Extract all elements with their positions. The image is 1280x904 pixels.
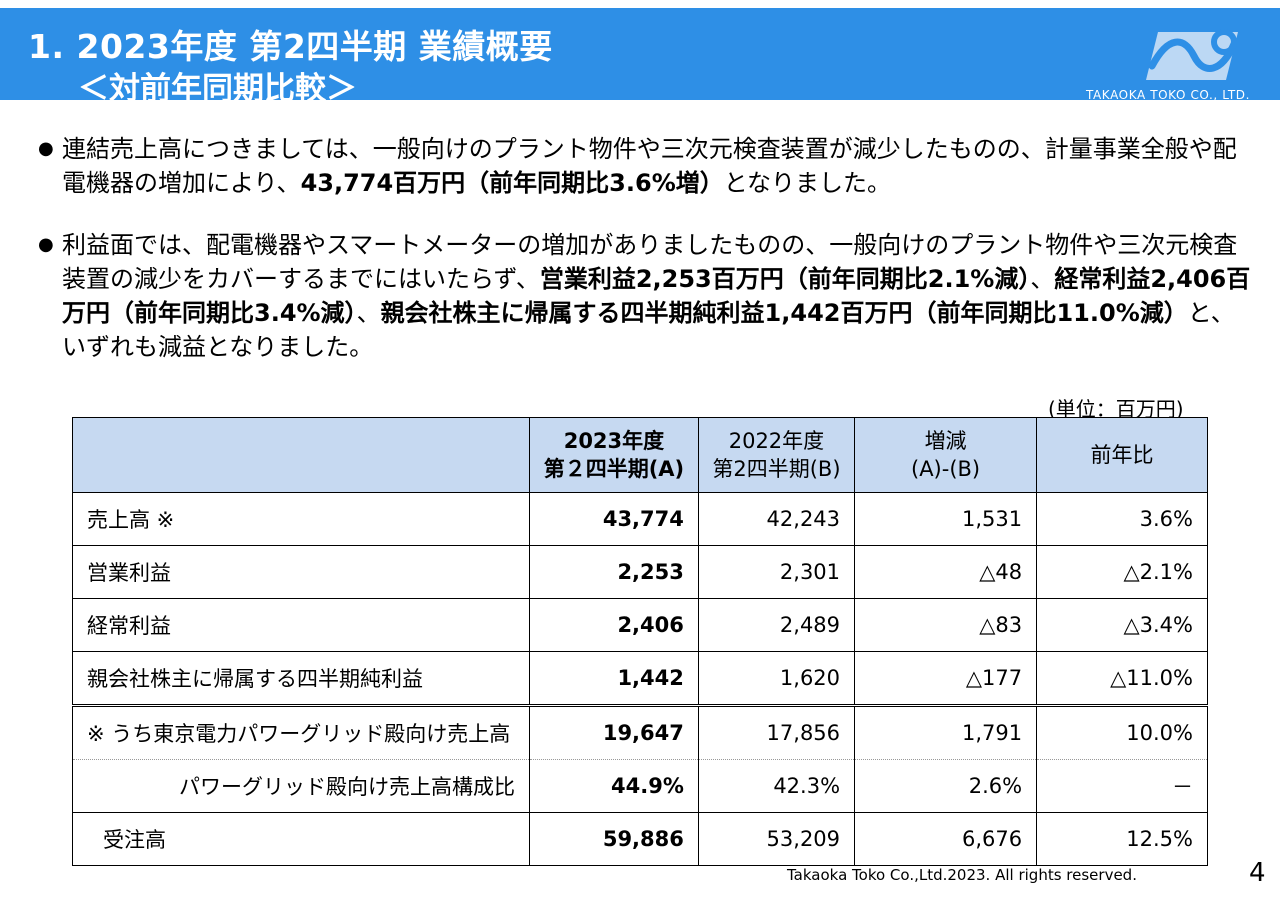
table-row: 受注高 59,886 53,209 6,676 12.5%	[72, 812, 1208, 866]
table-row: 親会社株主に帰属する四半期純利益 1,442 1,620 △177 △11.0%	[72, 651, 1208, 706]
header-change: 増減 (A)-(B)	[854, 417, 1038, 493]
bullet-text: 連結売上高につきましては、一般向けのプラント物件や三次元検査装置が減少したものの…	[62, 135, 1237, 197]
row-label: 売上高 ※	[72, 492, 530, 546]
header-previous: 2022年度 第2四半期(B)	[697, 417, 856, 493]
cell-current: 44.9%	[529, 759, 699, 813]
cell-change: 6,676	[854, 812, 1038, 866]
bullet-dot-icon: ●	[38, 234, 54, 255]
cell-ratio: 10.0%	[1036, 704, 1208, 760]
row-label: 受注高	[72, 812, 530, 866]
bullet-text: 利益面では、配電機器やスマートメーターの増加がありましたものの、一般向けのプラン…	[62, 231, 1251, 361]
cell-previous: 42,243	[697, 492, 856, 546]
table-row: 売上高 ※ 43,774 42,243 1,531 3.6%	[72, 492, 1208, 546]
cell-current: 59,886	[529, 812, 699, 866]
header-ratio: 前年比	[1036, 417, 1208, 493]
cell-previous: 53,209	[697, 812, 856, 866]
table-header-row: 2023年度 第２四半期(A) 2022年度 第2四半期(B) 増減 (A)-(B) …	[72, 417, 1208, 493]
bullet-dot-icon: ●	[38, 138, 54, 159]
page-number: 4	[1249, 858, 1266, 888]
cell-ratio: －	[1036, 759, 1208, 813]
cell-ratio: 12.5%	[1036, 812, 1208, 866]
page-title: 1. 2023年度 第2四半期 業績概要	[28, 27, 553, 66]
header-item	[72, 417, 530, 493]
cell-current: 1,442	[529, 651, 699, 706]
row-label: 営業利益	[72, 545, 530, 599]
cell-change: 1,791	[854, 704, 1038, 760]
copyright-text: Takaoka Toko Co.,Ltd.2023. All rights re…	[787, 866, 1137, 884]
cell-previous: 2,301	[697, 545, 856, 599]
cell-current: 2,406	[529, 598, 699, 652]
cell-previous: 2,489	[697, 598, 856, 652]
table-row: 経常利益 2,406 2,489 △83 △3.4%	[72, 598, 1208, 652]
cell-ratio: △11.0%	[1036, 651, 1208, 706]
row-label: 経常利益	[72, 598, 530, 652]
header-current: 2023年度 第２四半期(A)	[529, 417, 699, 493]
cell-ratio: △2.1%	[1036, 545, 1208, 599]
cell-change: 2.6%	[854, 759, 1038, 813]
cell-current: 43,774	[529, 492, 699, 546]
table-row: ※ うち東京電力パワーグリッド殿向け売上高 19,647 17,856 1,79…	[72, 704, 1208, 760]
cell-change: △48	[854, 545, 1038, 599]
table-row: パワーグリッド殿向け売上高構成比 44.9% 42.3% 2.6% －	[72, 759, 1208, 813]
page-subtitle: ＜対前年同期比較＞	[78, 71, 357, 107]
table-row: 営業利益 2,253 2,301 △48 △2.1%	[72, 545, 1208, 599]
company-logo-text: TAKAOKA TOKO CO., LTD.	[1086, 88, 1251, 102]
row-label: 親会社株主に帰属する四半期純利益	[72, 651, 530, 706]
cell-change: △177	[854, 651, 1038, 706]
cell-change: △83	[854, 598, 1038, 652]
row-label: パワーグリッド殿向け売上高構成比	[72, 759, 530, 813]
results-table: 2023年度 第２四半期(A) 2022年度 第2四半期(B) 増減 (A)-(B) …	[72, 417, 1208, 866]
cell-previous: 42.3%	[697, 759, 856, 813]
cell-ratio: 3.6%	[1036, 492, 1208, 546]
cell-previous: 1,620	[697, 651, 856, 706]
company-logo-icon	[1146, 29, 1238, 80]
cell-current: 2,253	[529, 545, 699, 599]
row-label: ※ うち東京電力パワーグリッド殿向け売上高	[72, 704, 530, 760]
title-banner: 1. 2023年度 第2四半期 業績概要 ＜対前年同期比較＞ TAKAOKA T…	[0, 8, 1280, 107]
cell-change: 1,531	[854, 492, 1038, 546]
cell-ratio: △3.4%	[1036, 598, 1208, 652]
cell-current: 19,647	[529, 704, 699, 760]
cell-previous: 17,856	[697, 704, 856, 760]
